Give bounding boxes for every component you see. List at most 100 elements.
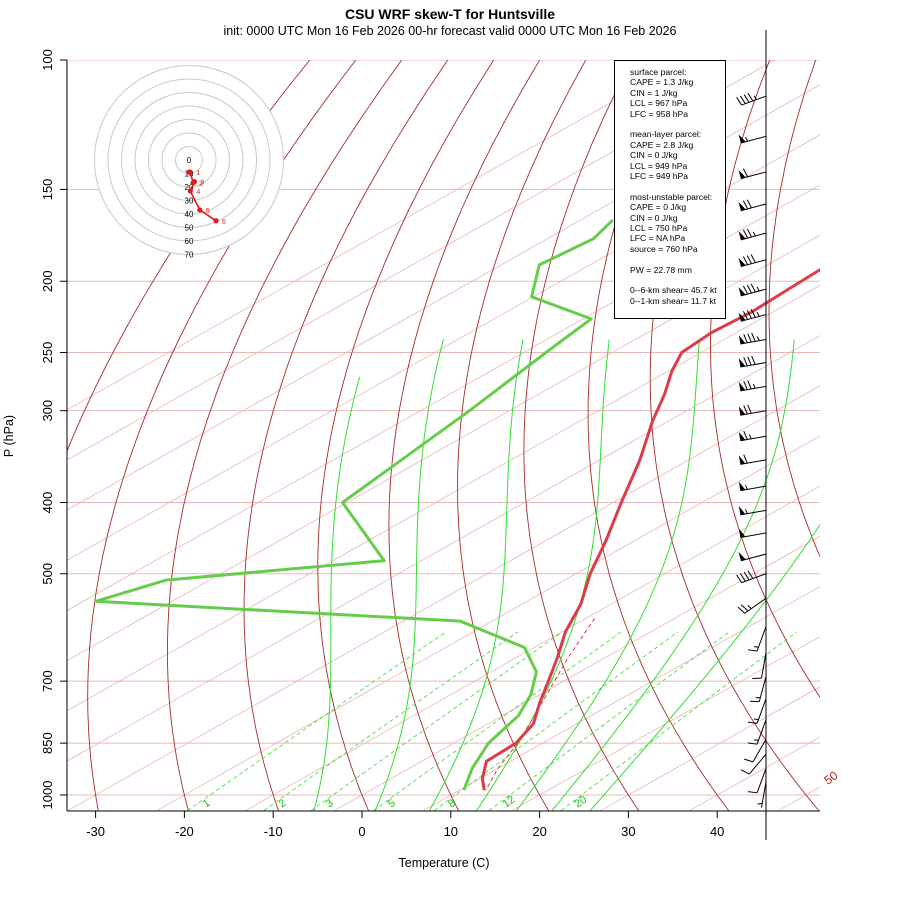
wind-barb	[740, 753, 767, 775]
x-tick-label: -30	[86, 824, 105, 839]
hodograph-ring-label: 30	[185, 197, 194, 206]
wind-barb-feather	[751, 332, 756, 342]
wind-barb-staff	[758, 676, 767, 702]
wind-barb	[737, 597, 767, 614]
wind-barb	[738, 506, 767, 516]
mixing-ratio-line	[488, 631, 730, 811]
wind-barb	[738, 332, 767, 345]
wind-barb-half-feather	[745, 484, 748, 490]
wind-barb-feather	[743, 334, 748, 343]
wind-barb-flag	[738, 335, 746, 344]
mean-layer-lcl: LCL = 949 hPa	[630, 160, 688, 171]
wind-barb-feather	[742, 285, 749, 295]
isotherm-line	[67, 60, 776, 461]
y-tick-label: 300	[40, 400, 55, 422]
x-tick-label: 20	[532, 824, 546, 839]
hodograph-point-label: 2	[199, 181, 203, 188]
mixing-ratio-label: 3	[324, 797, 336, 810]
wind-barb-staff	[752, 739, 767, 763]
wind-barb	[736, 570, 767, 584]
wind-barb-feather	[747, 356, 752, 366]
isotherm-line	[67, 60, 687, 411]
hodograph-ring	[107, 78, 271, 242]
mean-layer-header: mean-layer parcel:	[630, 129, 702, 140]
wind-barb-half-feather	[745, 136, 749, 142]
precipitable-water: PW = 22.78 mm	[630, 264, 692, 275]
wind-barb-feather	[747, 404, 752, 414]
mean-layer-lfc: LFC = 949 hPa	[630, 171, 689, 182]
most-unstable-source: source = 760 hPa	[630, 243, 698, 254]
wind-barb-feather	[737, 606, 746, 614]
dry-adiabat-line	[67, 60, 311, 453]
dry-adiabat-line	[87, 60, 357, 811]
y-tick-label: 500	[40, 563, 55, 585]
wind-barb-staff	[756, 698, 767, 724]
wind-barb-flag	[738, 406, 746, 416]
moist-adiabat-line	[428, 339, 524, 811]
parcel-info-box: surface parcel: CAPE = 1.3 J/kg CIN = 1 …	[614, 60, 726, 319]
wind-barb-staff	[740, 410, 767, 416]
hodograph-point-label: 5	[206, 208, 210, 215]
x-tick-label: 40	[710, 824, 724, 839]
wind-barb-feather	[742, 311, 749, 320]
y-tick-label: 150	[40, 179, 55, 201]
isotherm-line	[67, 234, 820, 662]
wind-barb	[747, 719, 767, 745]
dry-adiabat-line	[649, 60, 820, 811]
hodograph-ring-label: 40	[185, 210, 194, 219]
most-unstable-lcl: LCL = 750 hPa	[630, 223, 688, 234]
mean-layer-cin: CIN = 0 J/kg	[630, 150, 678, 161]
hodograph-ring-label: 70	[185, 251, 194, 260]
most-unstable-lfc: LFC = NA hPa	[630, 233, 686, 244]
wind-barb-feather	[747, 92, 754, 102]
wind-barb-feather	[750, 283, 756, 293]
isotherm-line	[423, 585, 820, 811]
wind-barb-flag	[738, 552, 746, 561]
wind-barb-half-feather	[753, 739, 759, 741]
wind-barb-half-feather	[753, 95, 758, 100]
wind-barb-feather	[744, 758, 754, 763]
dry-adiabat-line	[166, 60, 403, 811]
wind-barb-staff	[741, 573, 767, 584]
wind-barb-feather	[743, 454, 748, 464]
hodograph-ring	[148, 119, 230, 201]
wind-barb-flag	[738, 481, 746, 491]
hodograph-ring	[161, 132, 217, 188]
wind-barb-staff	[756, 626, 767, 652]
wind-barb-flag	[738, 202, 746, 211]
shear-0-6km: 0--6-km shear= 45.7 kt	[630, 285, 717, 296]
wind-barb-half-feather	[747, 605, 752, 610]
moist-adiabat-line	[374, 339, 444, 811]
wind-barb-staff	[756, 768, 767, 793]
wind-barb-feather	[751, 355, 756, 365]
wind-barb-feather	[739, 95, 746, 104]
wind-barb-flag	[738, 431, 746, 441]
moist-adiabat-line	[476, 339, 610, 811]
most-unstable-cin: CIN = 0 J/kg	[630, 212, 678, 223]
wind-barb-feather	[742, 256, 749, 265]
wind-barb	[752, 652, 767, 680]
y-tick-label: 250	[40, 342, 55, 364]
x-tick-label: 10	[444, 824, 458, 839]
wind-barb-half-feather	[745, 509, 748, 514]
wind-barb-feather	[742, 168, 749, 178]
y-axis-label: P (hPa)	[2, 415, 16, 457]
wind-barb-feather	[746, 255, 752, 264]
isotherm-line	[511, 636, 820, 811]
wind-barb	[738, 199, 767, 212]
wind-barb	[744, 739, 767, 763]
wind-barb-staff	[744, 597, 767, 614]
wind-barb-feather	[736, 97, 742, 106]
wind-barb-staff	[741, 95, 767, 106]
chart-subtitle: init: 0000 UTC Mon 16 Feb 2026 00-hr for…	[223, 24, 677, 38]
isotherm-line	[67, 184, 820, 611]
hodograph-ring-label: 20	[185, 183, 194, 192]
wind-barb-flag	[738, 528, 746, 538]
wind-barb-flag	[738, 382, 746, 391]
mixing-ratio-line	[373, 631, 622, 811]
wind-barb-feather	[747, 742, 758, 745]
dry-adiabat-line	[523, 60, 639, 811]
wind-barb-half-feather	[756, 336, 760, 341]
wind-barb	[750, 676, 767, 703]
isotherm-line	[334, 535, 820, 811]
